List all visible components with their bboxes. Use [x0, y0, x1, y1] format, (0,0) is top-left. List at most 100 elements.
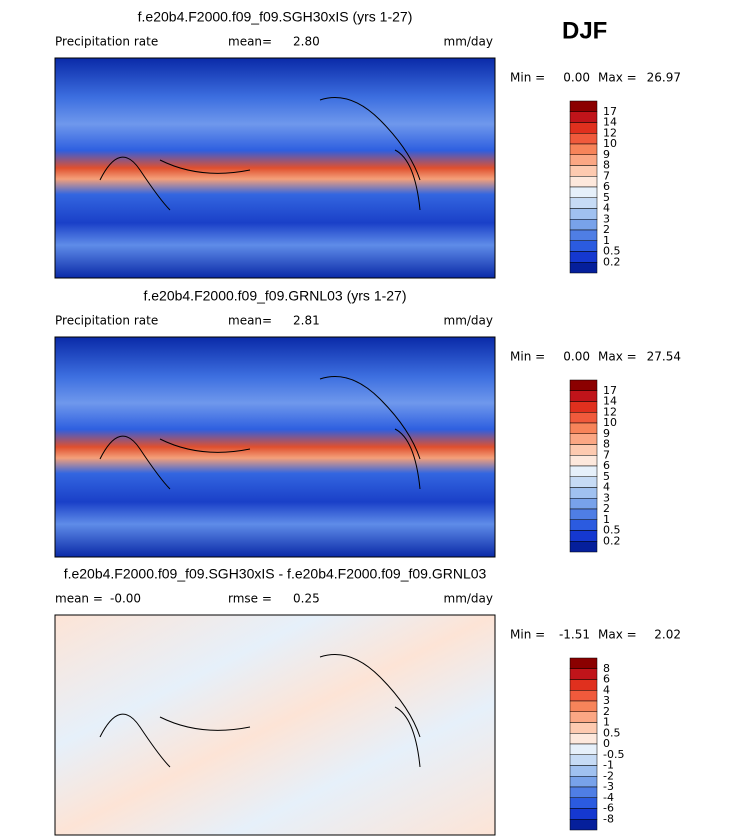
- colorbar-box: [569, 808, 598, 820]
- min-label: Min =: [510, 628, 545, 642]
- colorbar-label: 1: [603, 513, 610, 526]
- max-label: Max =: [598, 71, 637, 85]
- colorbar-box: [569, 722, 598, 734]
- colorbar-box: [569, 262, 598, 274]
- colorbar-box: [569, 251, 598, 263]
- colorbar-box: [569, 240, 598, 252]
- season-title: DJF: [562, 17, 607, 44]
- min-label: Min =: [510, 71, 545, 85]
- stat-value: 0.25: [293, 592, 320, 606]
- colorbar-box: [569, 219, 598, 231]
- colorbar-label: -3: [603, 780, 614, 793]
- colorbar-label: 17: [603, 384, 617, 397]
- colorbar-label: 7: [603, 448, 610, 461]
- colorbar-label: 14: [603, 395, 617, 408]
- colorbar-label: 5: [603, 470, 610, 483]
- colorbar-label: 7: [603, 169, 610, 182]
- colorbar-box: [569, 390, 598, 402]
- colorbar-label: 4: [603, 683, 610, 696]
- colorbar-label: -8: [603, 812, 614, 825]
- panel-title: f.e20b4.F2000.f09_f09.SGH30xIS (yrs 1-27…: [138, 9, 413, 25]
- colorbar-label: 6: [603, 459, 610, 472]
- colorbar-box: [569, 819, 598, 831]
- colorbar-box: [569, 455, 598, 467]
- colorbar-label: 6: [603, 673, 610, 686]
- colorbar-box: [569, 679, 598, 691]
- colorbar-label: 0.5: [603, 726, 621, 739]
- colorbar-box: [569, 519, 598, 531]
- colorbar-label: 3: [603, 212, 610, 225]
- colorbar-label: 0.2: [603, 255, 621, 268]
- map: [54, 57, 496, 279]
- colorbar-box: [569, 165, 598, 177]
- colorbar-label: 1: [603, 234, 610, 247]
- stat-value: 2.80: [293, 35, 320, 49]
- colorbar-box: [569, 133, 598, 145]
- colorbar-box: [569, 154, 598, 166]
- colorbar-box: [569, 657, 598, 669]
- colorbar-label: -1: [603, 759, 614, 772]
- colorbar-box: [569, 743, 598, 755]
- stat-label: mean=: [228, 35, 272, 49]
- colorbar-box: [569, 208, 598, 220]
- colorbar-box: [569, 143, 598, 155]
- panel-title: f.e20b4.F2000.f09_f09.SGH30xIS - f.e20b4…: [64, 566, 487, 582]
- colorbar-label: 8: [603, 159, 610, 172]
- colorbar-label: -6: [603, 802, 614, 815]
- colorbar-box: [569, 444, 598, 456]
- min-value: -1.51: [559, 628, 590, 642]
- colorbar-box: [569, 186, 598, 198]
- colorbar-box: [569, 197, 598, 209]
- panel-title: f.e20b4.F2000.f09_f09.GRNL03 (yrs 1-27): [143, 288, 406, 304]
- colorbar-box: [569, 498, 598, 510]
- colorbar-label: 3: [603, 694, 610, 707]
- colorbar-box: [569, 700, 598, 712]
- colorbar-box: [569, 433, 598, 445]
- colorbar-box: [569, 541, 598, 553]
- colorbar-box: [569, 465, 598, 477]
- colorbar-label: -4: [603, 791, 614, 804]
- units: mm/day: [444, 314, 494, 328]
- map: [54, 336, 496, 558]
- colorbar-label: 10: [603, 416, 617, 429]
- colorbar-box: [569, 176, 598, 188]
- colorbar-label: 9: [603, 427, 610, 440]
- colorbar-label: 1: [603, 716, 610, 729]
- colorbar-box: [569, 765, 598, 777]
- colorbar-box: [569, 412, 598, 424]
- colorbar-box: [569, 100, 598, 112]
- max-label: Max =: [598, 350, 637, 364]
- colorbar-label: 2: [603, 705, 610, 718]
- units: mm/day: [444, 35, 494, 49]
- colorbar-box: [569, 797, 598, 809]
- colorbar-label: 12: [603, 405, 617, 418]
- colorbar-box: [569, 508, 598, 520]
- colorbar-box: [569, 733, 598, 745]
- colorbar-box: [569, 754, 598, 766]
- colorbar-box: [569, 786, 598, 798]
- max-label: Max =: [598, 628, 637, 642]
- coastline: [99, 97, 421, 211]
- colorbar-box: [569, 711, 598, 723]
- colorbar-label: 10: [603, 137, 617, 150]
- colorbar-box: [569, 379, 598, 391]
- left-label: mean =: [55, 592, 103, 606]
- colorbar-box: [569, 776, 598, 788]
- left-label: Precipitation rate: [55, 35, 158, 49]
- colorbar-box: [569, 530, 598, 542]
- colorbar-box: [569, 401, 598, 413]
- units: mm/day: [444, 592, 494, 606]
- colorbar-label: 8: [603, 438, 610, 451]
- colorbar-label: 9: [603, 148, 610, 161]
- colorbar-label: 17: [603, 105, 617, 118]
- colorbar-box: [569, 122, 598, 134]
- min-label: Min =: [510, 350, 545, 364]
- colorbar-label: 3: [603, 491, 610, 504]
- colorbar-box: [569, 229, 598, 241]
- colorbar-label: 2: [603, 502, 610, 515]
- colorbar-label: 4: [603, 481, 610, 494]
- colorbar-label: -0.5: [603, 748, 624, 761]
- colorbar-label: 0.5: [603, 245, 621, 258]
- colorbar-label: 5: [603, 191, 610, 204]
